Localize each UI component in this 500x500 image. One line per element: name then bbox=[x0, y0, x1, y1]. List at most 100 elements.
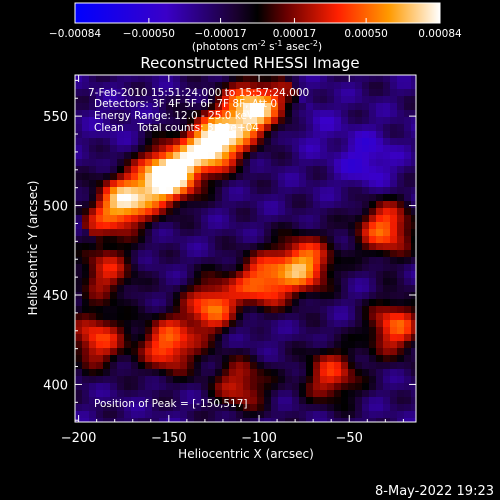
heatmap-cell bbox=[166, 229, 174, 237]
heatmap-cell bbox=[131, 166, 139, 174]
heatmap-cell bbox=[250, 222, 258, 230]
heatmap-cell bbox=[292, 236, 300, 244]
heatmap-cell bbox=[257, 187, 265, 195]
heatmap-cell bbox=[229, 306, 237, 314]
heatmap-cell bbox=[271, 411, 279, 419]
heatmap-cell bbox=[341, 390, 349, 398]
heatmap-cell bbox=[250, 397, 258, 405]
heatmap-cell bbox=[110, 278, 118, 286]
heatmap-cell bbox=[159, 117, 167, 125]
heatmap-cell bbox=[411, 159, 417, 167]
heatmap-cell bbox=[131, 117, 139, 125]
heatmap-cell bbox=[208, 243, 216, 251]
heatmap-cell bbox=[194, 271, 202, 279]
heatmap-cell bbox=[362, 180, 370, 188]
heatmap-cell bbox=[292, 418, 300, 423]
heatmap-cell bbox=[180, 75, 188, 83]
heatmap-cell bbox=[299, 362, 307, 370]
heatmap-cell bbox=[215, 397, 223, 405]
heatmap-cell bbox=[201, 271, 209, 279]
heatmap-cell bbox=[208, 173, 216, 181]
heatmap-cell bbox=[180, 222, 188, 230]
heatmap-cell bbox=[257, 96, 265, 104]
heatmap-cell bbox=[138, 166, 146, 174]
heatmap-cell bbox=[313, 278, 321, 286]
heatmap-cell bbox=[124, 250, 132, 258]
heatmap-cell bbox=[152, 110, 160, 118]
heatmap-cell bbox=[145, 404, 153, 412]
colorbar-tick-label: −0.00084 bbox=[49, 28, 102, 40]
heatmap-cell bbox=[362, 418, 370, 423]
heatmap-cell bbox=[145, 215, 153, 223]
heatmap-cell bbox=[397, 285, 405, 293]
heatmap-cell bbox=[159, 180, 167, 188]
heatmap-cell bbox=[383, 376, 391, 384]
heatmap-cell bbox=[257, 208, 265, 216]
heatmap-cell bbox=[327, 250, 335, 258]
heatmap-cell bbox=[159, 278, 167, 286]
heatmap-cell bbox=[75, 89, 83, 97]
heatmap-cell bbox=[236, 229, 244, 237]
heatmap-cell bbox=[89, 124, 97, 132]
heatmap-cell bbox=[285, 124, 293, 132]
heatmap-cell bbox=[411, 89, 417, 97]
heatmap-cell bbox=[152, 131, 160, 139]
heatmap-cell bbox=[124, 82, 132, 90]
heatmap-cell bbox=[138, 152, 146, 160]
heatmap-cell bbox=[222, 166, 230, 174]
heatmap-cell bbox=[271, 75, 279, 83]
heatmap-cell bbox=[166, 194, 174, 202]
heatmap-cell bbox=[75, 243, 83, 251]
heatmap-cell bbox=[89, 166, 97, 174]
heatmap-cell bbox=[117, 411, 125, 419]
heatmap-cell bbox=[131, 355, 139, 363]
heatmap-cell bbox=[159, 369, 167, 377]
heatmap-cell bbox=[313, 292, 321, 300]
heatmap-cell bbox=[138, 362, 146, 370]
heatmap-cell bbox=[348, 369, 356, 377]
heatmap-cell bbox=[215, 320, 223, 328]
heatmap-cell bbox=[173, 257, 181, 265]
heatmap-cell bbox=[180, 103, 188, 111]
heatmap-cell bbox=[82, 103, 90, 111]
heatmap-cell bbox=[180, 201, 188, 209]
heatmap-cell bbox=[341, 306, 349, 314]
heatmap-cell bbox=[285, 229, 293, 237]
heatmap-cell bbox=[257, 173, 265, 181]
heatmap-cell bbox=[320, 383, 328, 391]
heatmap-cell bbox=[131, 313, 139, 321]
heatmap-cell bbox=[306, 229, 314, 237]
heatmap-cell bbox=[173, 418, 181, 423]
heatmap-cell bbox=[229, 278, 237, 286]
heatmap-cell bbox=[292, 75, 300, 83]
heatmap-cell bbox=[341, 173, 349, 181]
heatmap-cell bbox=[257, 369, 265, 377]
heatmap-cell bbox=[159, 327, 167, 335]
heatmap-cell bbox=[124, 383, 132, 391]
heatmap-cell bbox=[215, 138, 223, 146]
heatmap-cell bbox=[96, 348, 104, 356]
heatmap-cell bbox=[110, 285, 118, 293]
heatmap-cell bbox=[397, 250, 405, 258]
heatmap-cell bbox=[243, 411, 251, 419]
heatmap-cell bbox=[271, 131, 279, 139]
heatmap-cell bbox=[117, 292, 125, 300]
heatmap-cell bbox=[278, 257, 286, 265]
heatmap-cell bbox=[89, 292, 97, 300]
heatmap-cell bbox=[131, 348, 139, 356]
heatmap-cell bbox=[222, 236, 230, 244]
heatmap-cell bbox=[257, 180, 265, 188]
heatmap-cell bbox=[334, 187, 342, 195]
heatmap-cell bbox=[341, 250, 349, 258]
heatmap-cell bbox=[145, 348, 153, 356]
heatmap-cell bbox=[271, 327, 279, 335]
heatmap-cell bbox=[75, 334, 83, 342]
heatmap-cell bbox=[404, 355, 412, 363]
heatmap-cell bbox=[313, 166, 321, 174]
heatmap-cell bbox=[110, 236, 118, 244]
heatmap-cell bbox=[159, 313, 167, 321]
heatmap-cell bbox=[138, 264, 146, 272]
heatmap-cell bbox=[201, 173, 209, 181]
heatmap-cell bbox=[187, 145, 195, 153]
heatmap-cell bbox=[397, 320, 405, 328]
